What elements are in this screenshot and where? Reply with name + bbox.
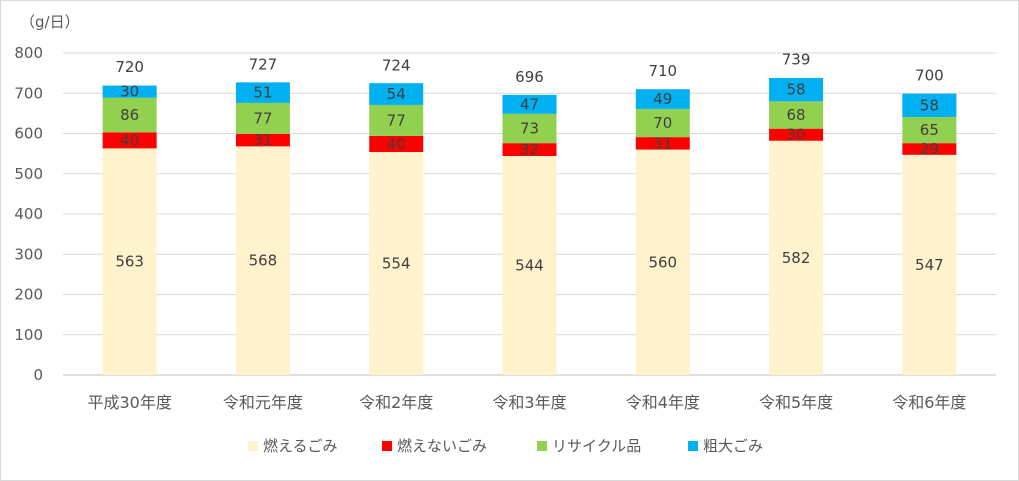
bar-segment xyxy=(369,135,424,153)
total-label: 700 xyxy=(915,66,944,84)
bar-segment xyxy=(902,143,957,155)
total-label: 720 xyxy=(115,58,144,76)
bar-segment xyxy=(635,89,690,109)
bar-segment xyxy=(102,132,157,149)
total-label: 696 xyxy=(515,68,544,86)
bar-segment xyxy=(369,83,424,105)
y-tick-label: 800 xyxy=(14,44,43,62)
legend-swatch xyxy=(688,441,698,451)
data-label: 582 xyxy=(782,249,811,267)
data-label: 32 xyxy=(520,141,539,159)
x-tick-label: 令和3年度 xyxy=(492,393,566,412)
data-label: 54 xyxy=(387,85,406,103)
data-label: 568 xyxy=(249,252,278,270)
bar-segment xyxy=(635,137,690,150)
bar-segment xyxy=(235,82,290,103)
y-tick-label: 200 xyxy=(14,286,43,304)
y-axis-ticks: 0 100 200 300 400 500 600 700 800 xyxy=(14,44,43,384)
x-axis-ticks: 平成30年度 令和元年度 令和2年度 令和3年度 令和4年度 令和5年度 令和6年度 xyxy=(87,393,966,412)
y-tick-label: 600 xyxy=(14,125,43,143)
data-label: 31 xyxy=(253,131,272,149)
y-tick-label: 700 xyxy=(14,84,43,102)
data-label: 29 xyxy=(920,140,939,158)
bar-segment xyxy=(102,148,157,375)
total-label: 724 xyxy=(382,57,411,75)
x-tick-label: 令和2年度 xyxy=(359,393,433,412)
bar-segment xyxy=(902,93,957,117)
data-label: 560 xyxy=(648,253,677,271)
data-label: 547 xyxy=(915,256,944,274)
data-label: 30 xyxy=(120,83,139,101)
bar-segment xyxy=(102,97,157,133)
data-label: 73 xyxy=(520,119,539,137)
data-label: 51 xyxy=(253,84,272,102)
bar-segment xyxy=(369,152,424,375)
data-label: 65 xyxy=(920,121,939,139)
x-tick-label: 令和6年度 xyxy=(892,393,966,412)
bar-segment xyxy=(235,133,290,147)
legend-label: 粗大ごみ xyxy=(703,437,763,455)
data-label: 40 xyxy=(387,135,406,153)
y-tick-label: 300 xyxy=(14,245,43,263)
legend-swatch xyxy=(382,441,392,451)
data-label: 30 xyxy=(787,126,806,144)
data-label: 563 xyxy=(115,253,144,271)
data-label: 70 xyxy=(653,114,672,132)
data-label: 58 xyxy=(920,96,939,114)
legend-swatch xyxy=(248,441,258,451)
total-label: 739 xyxy=(782,51,811,69)
total-label: 727 xyxy=(249,55,278,73)
legend-label: 燃えるごみ xyxy=(263,437,338,455)
bar-segment xyxy=(769,140,824,375)
data-label: 58 xyxy=(787,81,806,99)
x-tick-label: 令和元年度 xyxy=(223,393,303,412)
bar-segment xyxy=(502,94,557,114)
bar-segment xyxy=(502,113,557,144)
data-label: 77 xyxy=(387,111,406,129)
y-tick-label: 100 xyxy=(14,326,43,344)
legend: 燃えるごみ 燃えないごみ リサイクル品 粗大ごみ xyxy=(248,437,763,455)
bar-segment xyxy=(502,143,557,157)
bar-segment xyxy=(502,156,557,375)
data-labels: 563 40 86 30 720 568 31 77 51 727 554 40 77 54 724 544 3… xyxy=(115,51,943,275)
bar-segment xyxy=(235,146,290,375)
data-label: 40 xyxy=(120,131,139,149)
data-label: 554 xyxy=(382,255,411,273)
bar-segment xyxy=(635,149,690,375)
y-tick-label: 500 xyxy=(14,165,43,183)
bars xyxy=(102,77,957,375)
bar-segment xyxy=(369,104,424,136)
data-label: 49 xyxy=(653,90,672,108)
bar-segment xyxy=(635,108,690,138)
data-label: 31 xyxy=(653,134,672,152)
legend-label: リサイクル品 xyxy=(552,437,641,455)
y-tick-label: 0 xyxy=(33,366,43,384)
legend-swatch xyxy=(537,441,547,451)
data-label: 68 xyxy=(787,106,806,124)
bar-segment xyxy=(769,128,824,141)
bar-segment xyxy=(769,77,824,102)
data-label: 86 xyxy=(120,106,139,124)
y-unit-label: （g/日） xyxy=(20,13,80,31)
bar-segment xyxy=(235,102,290,134)
data-label: 544 xyxy=(515,257,544,275)
bar-segment xyxy=(769,101,824,129)
data-label: 77 xyxy=(253,109,272,127)
x-tick-label: 平成30年度 xyxy=(87,393,171,412)
y-tick-label: 400 xyxy=(14,205,43,223)
x-tick-label: 令和5年度 xyxy=(759,393,833,412)
bar-segment xyxy=(902,154,957,375)
bar-segment xyxy=(102,85,157,98)
data-label: 47 xyxy=(520,95,539,113)
total-label: 710 xyxy=(648,62,677,80)
bar-segment xyxy=(902,116,957,144)
x-tick-label: 令和4年度 xyxy=(626,393,700,412)
legend-label: 燃えないごみ xyxy=(397,437,487,455)
